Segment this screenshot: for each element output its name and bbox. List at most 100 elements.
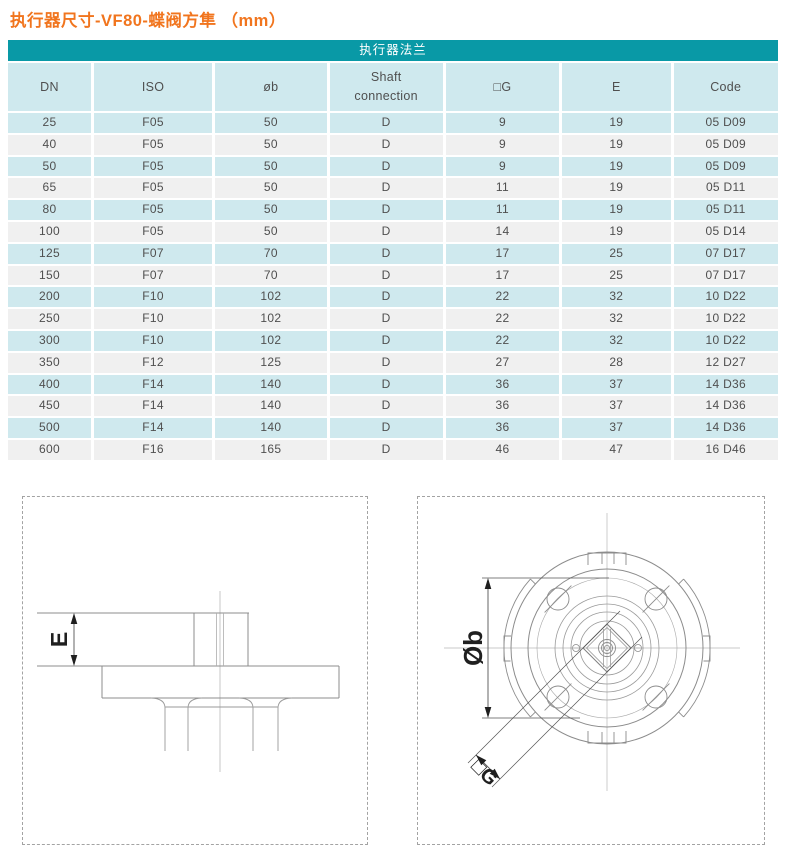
column-header-shaft: Shaft connection xyxy=(329,63,443,111)
table-cell: 19 xyxy=(562,113,671,133)
table-cell: D xyxy=(329,156,443,177)
table-cell: D xyxy=(329,221,443,242)
table-cell: D xyxy=(329,178,443,199)
page-title: 执行器尺寸-VF80-蝶阀方隼 （mm） xyxy=(10,12,286,30)
table-cell: F05 xyxy=(94,178,213,199)
table-cell: F05 xyxy=(94,113,213,133)
table-cell: 10 D22 xyxy=(673,287,778,308)
table-cell: 40 xyxy=(8,134,91,155)
table-cell: 9 xyxy=(445,134,560,155)
table-cell: 28 xyxy=(562,352,671,373)
column-header-ob: øb xyxy=(215,63,327,111)
table-cell: 32 xyxy=(562,309,671,329)
table-cell: 14 xyxy=(445,221,560,242)
stem-slot xyxy=(216,613,224,666)
table-cell: 05 D09 xyxy=(673,156,778,177)
table-cell: 05 D11 xyxy=(673,200,778,220)
table-cell: 10 D22 xyxy=(673,330,778,351)
dim-e-label: E xyxy=(46,632,72,647)
side-rim-bands xyxy=(503,578,711,718)
table-cell: 165 xyxy=(215,439,327,460)
table-cell: 37 xyxy=(562,418,671,438)
table-cell: 32 xyxy=(562,287,671,308)
table-cell: 9 xyxy=(445,156,560,177)
flange-side-outline xyxy=(37,612,340,699)
table-cell: 70 xyxy=(215,243,327,264)
table-cell: 140 xyxy=(215,418,327,438)
table-cell: 50 xyxy=(215,156,327,177)
table-cell: 140 xyxy=(215,396,327,417)
arrow-up-icon xyxy=(70,613,78,624)
table-cell: F16 xyxy=(94,439,213,460)
table-cell: 250 xyxy=(8,309,91,329)
table-cell: F07 xyxy=(94,265,213,286)
table-cell: 19 xyxy=(562,156,671,177)
table-cell: 100 xyxy=(8,221,91,242)
table-cell: 32 xyxy=(562,330,671,351)
table-cell: 16 D46 xyxy=(673,439,778,460)
table-cell: 11 xyxy=(445,178,560,199)
table-title: 执行器法兰 xyxy=(359,43,427,57)
table-cell: D xyxy=(329,113,443,133)
table-cell: 14 D36 xyxy=(673,418,778,438)
dimension-ob: Øb xyxy=(458,577,609,719)
table-grid: DN ISO øb Shaft connection □G E Code 25 F… xyxy=(8,63,778,460)
table-cell: 80 xyxy=(8,200,91,220)
table-cell: 500 xyxy=(8,418,91,438)
table-cell: 400 xyxy=(8,374,91,395)
table-cell: 9 xyxy=(445,113,560,133)
actuator-flange-table: 执行器法兰 DN ISO øb Shaft connection □G E Co… xyxy=(8,40,778,460)
centerlines xyxy=(444,513,740,791)
table-cell: D xyxy=(329,374,443,395)
side-screws xyxy=(570,644,644,652)
column-header-iso: ISO xyxy=(94,63,213,111)
arrow-down-icon xyxy=(484,707,492,718)
table-cell: 46 xyxy=(445,439,560,460)
dim-ob-label: Øb xyxy=(458,630,488,666)
table-cell: 05 D09 xyxy=(673,113,778,133)
table-cell: 17 xyxy=(445,243,560,264)
table-cell: 300 xyxy=(8,330,91,351)
table-cell: 36 xyxy=(445,374,560,395)
table-cell: 50 xyxy=(8,156,91,177)
table-cell: D xyxy=(329,418,443,438)
table-cell: D xyxy=(329,265,443,286)
table-cell: 22 xyxy=(445,309,560,329)
table-cell: D xyxy=(329,352,443,373)
side-view-drawing: E xyxy=(37,591,340,772)
table-cell: 70 xyxy=(215,265,327,286)
table-cell: D xyxy=(329,330,443,351)
table-cell: D xyxy=(329,396,443,417)
table-cell: 36 xyxy=(445,418,560,438)
table-cell: 50 xyxy=(215,134,327,155)
table-cell: 19 xyxy=(562,200,671,220)
dim-g-label: □G xyxy=(467,755,502,790)
table-cell: 65 xyxy=(8,178,91,199)
table-cell: F14 xyxy=(94,418,213,438)
table-cell: 19 xyxy=(562,221,671,242)
table-cell: 19 xyxy=(562,134,671,155)
table-cell: 05 D09 xyxy=(673,134,778,155)
table-cell: 25 xyxy=(8,113,91,133)
table-cell: F14 xyxy=(94,374,213,395)
table-cell: 14 D36 xyxy=(673,374,778,395)
front-view-drawing: Øb □G xyxy=(444,513,740,791)
table-cell: 27 xyxy=(445,352,560,373)
table-cell: F05 xyxy=(94,221,213,242)
table-cell: 10 D22 xyxy=(673,309,778,329)
table-cell: 19 xyxy=(562,178,671,199)
table-cell: F10 xyxy=(94,309,213,329)
table-title-band: 执行器法兰 xyxy=(8,40,778,61)
column-header-e: E xyxy=(562,63,671,111)
table-cell: D xyxy=(329,309,443,329)
table-cell: 200 xyxy=(8,287,91,308)
table-cell: 22 xyxy=(445,330,560,351)
column-header-code: Code xyxy=(673,63,778,111)
table-cell: D xyxy=(329,287,443,308)
table-cell: 140 xyxy=(215,374,327,395)
bolt-holes xyxy=(544,585,670,711)
mounting-tabs xyxy=(587,552,627,744)
table-cell: 14 D36 xyxy=(673,396,778,417)
table-cell: 37 xyxy=(562,374,671,395)
table-cell: 450 xyxy=(8,396,91,417)
